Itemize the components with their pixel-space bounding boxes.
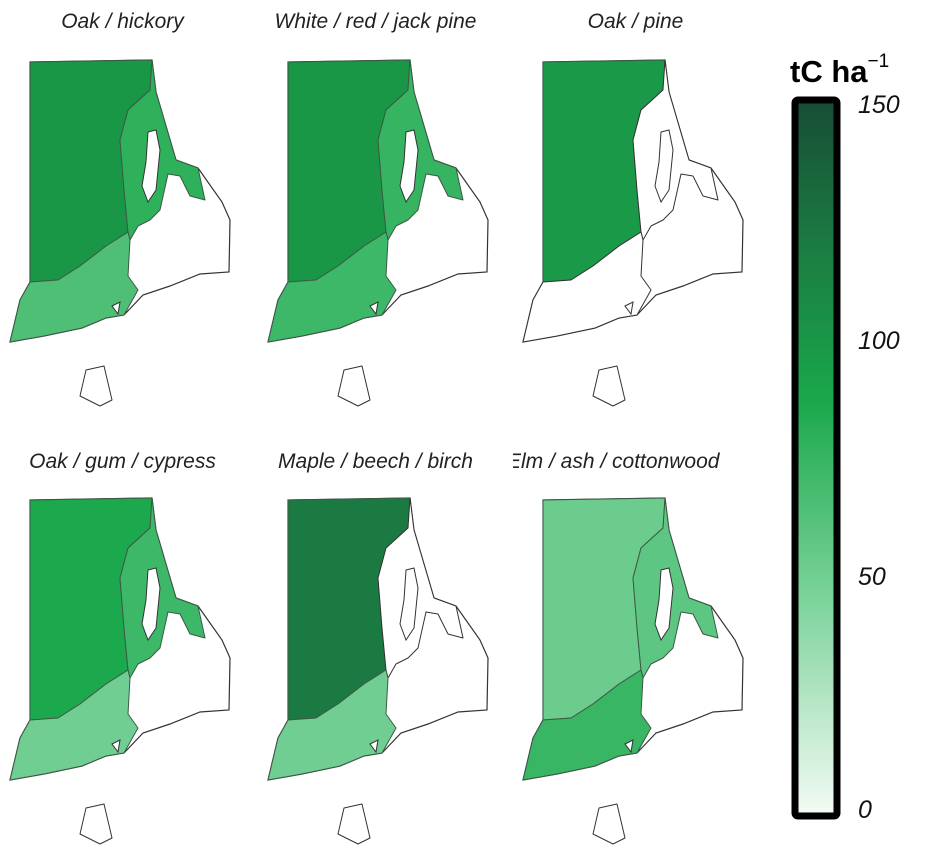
- map-panel-white-red-jack-pine: [267, 59, 489, 407]
- colorbar-tick-label-0: 0: [858, 796, 872, 824]
- region-east-bay: [632, 497, 719, 679]
- colorbar-title-text: tC ha: [790, 54, 868, 89]
- colorbar-tick-50-right: [834, 572, 840, 578]
- colorbar: [791, 96, 841, 820]
- colorbar-title: tC ha−1: [790, 50, 890, 90]
- bay-island: [399, 567, 419, 642]
- region-block-island: [337, 365, 371, 407]
- region-east-bay: [377, 59, 464, 241]
- region-south-coast: [9, 669, 139, 781]
- region-east-bay: [377, 497, 464, 679]
- panel-title-4: Oak / gum / cypress: [29, 450, 216, 473]
- region-south-coast: [522, 231, 652, 343]
- region-south-coast: [9, 231, 139, 343]
- map-panel-maple-beech-birch: [267, 497, 489, 845]
- panel-title-3: Oak / pine: [587, 10, 684, 33]
- colorbar-gradient: [791, 96, 841, 820]
- coastal-pond: [111, 739, 121, 754]
- colorbar-tick-100-left: [792, 336, 798, 342]
- panel-title-6: Elm / ash / cottonwood: [513, 450, 720, 473]
- region-south-coast: [267, 669, 397, 781]
- panel-title-1: Oak / hickory: [61, 10, 184, 33]
- bay-island: [141, 567, 161, 642]
- colorbar-tick-50-left: [792, 572, 798, 578]
- map-panel-elm-ash-cottonwood: [522, 497, 744, 845]
- bay-island: [654, 567, 674, 642]
- region-east-bay: [119, 59, 206, 241]
- region-east-bay: [119, 497, 206, 679]
- colorbar-tick-100-right: [834, 336, 840, 342]
- panel-title-2: White / red / jack pine: [274, 10, 477, 33]
- colorbar-tick-label-150: 150: [858, 91, 900, 119]
- coastal-pond: [624, 739, 634, 754]
- region-south-coast: [267, 231, 397, 343]
- coastal-pond: [369, 739, 379, 754]
- region-block-island: [337, 803, 371, 845]
- region-block-island: [79, 365, 113, 407]
- map-panel-oak-hickory: [9, 59, 231, 407]
- colorbar-title-exponent: −1: [867, 50, 890, 72]
- map-panel-oak-pine: [522, 59, 744, 407]
- colorbar-tick-label-100: 100: [858, 327, 900, 355]
- bay-island: [654, 129, 674, 204]
- panel-title-5: Maple / beech / birch: [278, 450, 473, 473]
- coastal-pond: [624, 301, 634, 316]
- bay-island: [141, 129, 161, 204]
- region-east-bay: [632, 59, 719, 241]
- region-south-coast: [522, 669, 652, 781]
- region-block-island: [592, 803, 626, 845]
- coastal-pond: [369, 301, 379, 316]
- region-block-island: [592, 365, 626, 407]
- bay-island: [399, 129, 419, 204]
- colorbar-tick-label-50: 50: [858, 563, 886, 591]
- region-block-island: [79, 803, 113, 845]
- map-panel-oak-gum-cypress: [9, 497, 231, 845]
- coastal-pond: [111, 301, 121, 316]
